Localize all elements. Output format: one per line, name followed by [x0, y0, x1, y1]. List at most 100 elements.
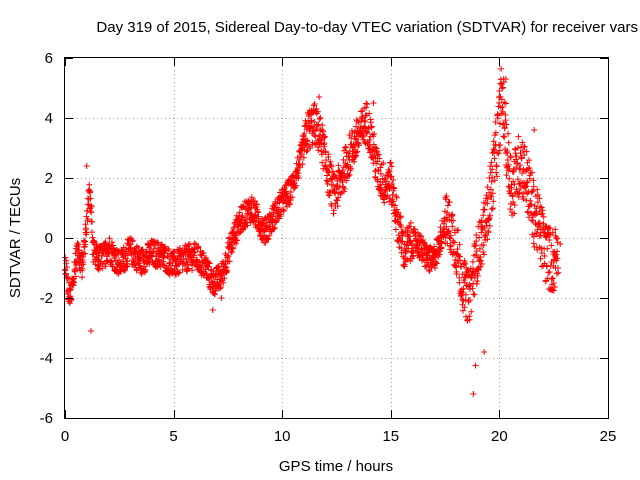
data-point: [307, 144, 314, 151]
data-point: [165, 246, 172, 253]
data-point: [509, 193, 516, 200]
data-point: [70, 282, 77, 289]
data-point: [185, 241, 192, 248]
data-point: [544, 245, 551, 252]
data-point: [444, 202, 451, 209]
data-point: [524, 179, 531, 186]
data-point: [397, 214, 404, 221]
data-point: [304, 138, 311, 145]
data-point: [72, 273, 79, 280]
data-point: [149, 252, 156, 259]
data-point: [380, 160, 387, 167]
data-point: [374, 152, 381, 159]
data-point: [393, 206, 400, 213]
data-point: [525, 209, 532, 216]
data-point: [453, 271, 460, 278]
data-point: [88, 209, 95, 216]
data-point: [476, 234, 483, 241]
data-point: [388, 173, 395, 180]
data-point: [536, 219, 543, 226]
data-point: [328, 176, 335, 183]
data-point: [526, 175, 533, 182]
data-point: [407, 219, 414, 226]
data-point: [526, 214, 533, 221]
data-point: [155, 239, 162, 246]
data-point: [401, 261, 408, 268]
data-point: [181, 262, 188, 269]
data-point: [504, 157, 511, 164]
data-point: [541, 252, 548, 259]
data-point: [476, 245, 483, 252]
data-point: [140, 263, 147, 270]
data-point: [303, 126, 310, 133]
chart-title: Day 319 of 2015, Sidereal Day-to-day VTE…: [96, 19, 638, 36]
y-axis-label: SDTVAR / TECUs: [7, 178, 24, 298]
data-point: [442, 196, 449, 203]
data-point: [400, 253, 407, 260]
data-point: [504, 149, 511, 156]
data-point: [445, 228, 452, 235]
data-point: [80, 251, 87, 258]
data-point: [489, 205, 496, 212]
data-point: [456, 274, 463, 281]
data-point: [350, 141, 357, 148]
data-point: [500, 79, 507, 86]
data-point: [530, 177, 537, 184]
data-point: [315, 147, 322, 154]
data-point: [224, 267, 231, 274]
data-point: [548, 242, 555, 249]
data-point: [523, 148, 530, 155]
data-point: [239, 212, 246, 219]
data-point: [513, 186, 520, 193]
data-point: [534, 186, 541, 193]
data-point: [88, 218, 95, 225]
data-point: [296, 156, 303, 163]
data-point: [202, 270, 209, 277]
data-point: [321, 133, 328, 140]
data-point: [411, 226, 418, 233]
data-point: [299, 161, 306, 168]
data-point: [546, 237, 553, 244]
data-point: [530, 233, 537, 240]
data-point: [334, 203, 341, 210]
data-point: [102, 239, 109, 246]
data-point: [323, 157, 330, 164]
data-point: [466, 316, 473, 323]
data-point: [339, 167, 346, 174]
data-point: [319, 122, 326, 129]
data-point: [488, 159, 495, 166]
data-point: [402, 249, 409, 256]
data-point: [524, 190, 531, 197]
data-point: [206, 260, 213, 267]
data-point: [400, 262, 407, 269]
data-point: [311, 101, 318, 108]
data-point: [447, 243, 454, 250]
data-point: [271, 225, 278, 232]
data-point: [316, 116, 323, 123]
data-point: [66, 287, 73, 294]
data-point: [477, 257, 484, 264]
data-point: [434, 246, 441, 253]
data-point: [333, 174, 340, 181]
data-point: [409, 242, 416, 249]
data-point: [425, 266, 432, 273]
data-point: [437, 224, 444, 231]
data-point: [505, 130, 512, 137]
y-tick-label: 2: [45, 170, 53, 187]
data-point: [265, 236, 272, 243]
y-tick-label: 6: [45, 50, 53, 67]
data-point: [65, 274, 72, 281]
data-point: [209, 307, 216, 313]
data-point: [386, 168, 393, 175]
data-point: [330, 207, 337, 214]
data-point: [545, 269, 552, 276]
data-point: [110, 242, 117, 249]
data-point: [550, 280, 557, 286]
data-point: [301, 130, 308, 137]
x-tick-label: 25: [600, 428, 617, 445]
data-point: [500, 120, 507, 127]
data-point: [505, 161, 512, 168]
axis-ticks: 0 5 10 15 20 25 -6 -4 -2 0 2 4 6: [40, 50, 617, 445]
data-point: [468, 308, 475, 315]
